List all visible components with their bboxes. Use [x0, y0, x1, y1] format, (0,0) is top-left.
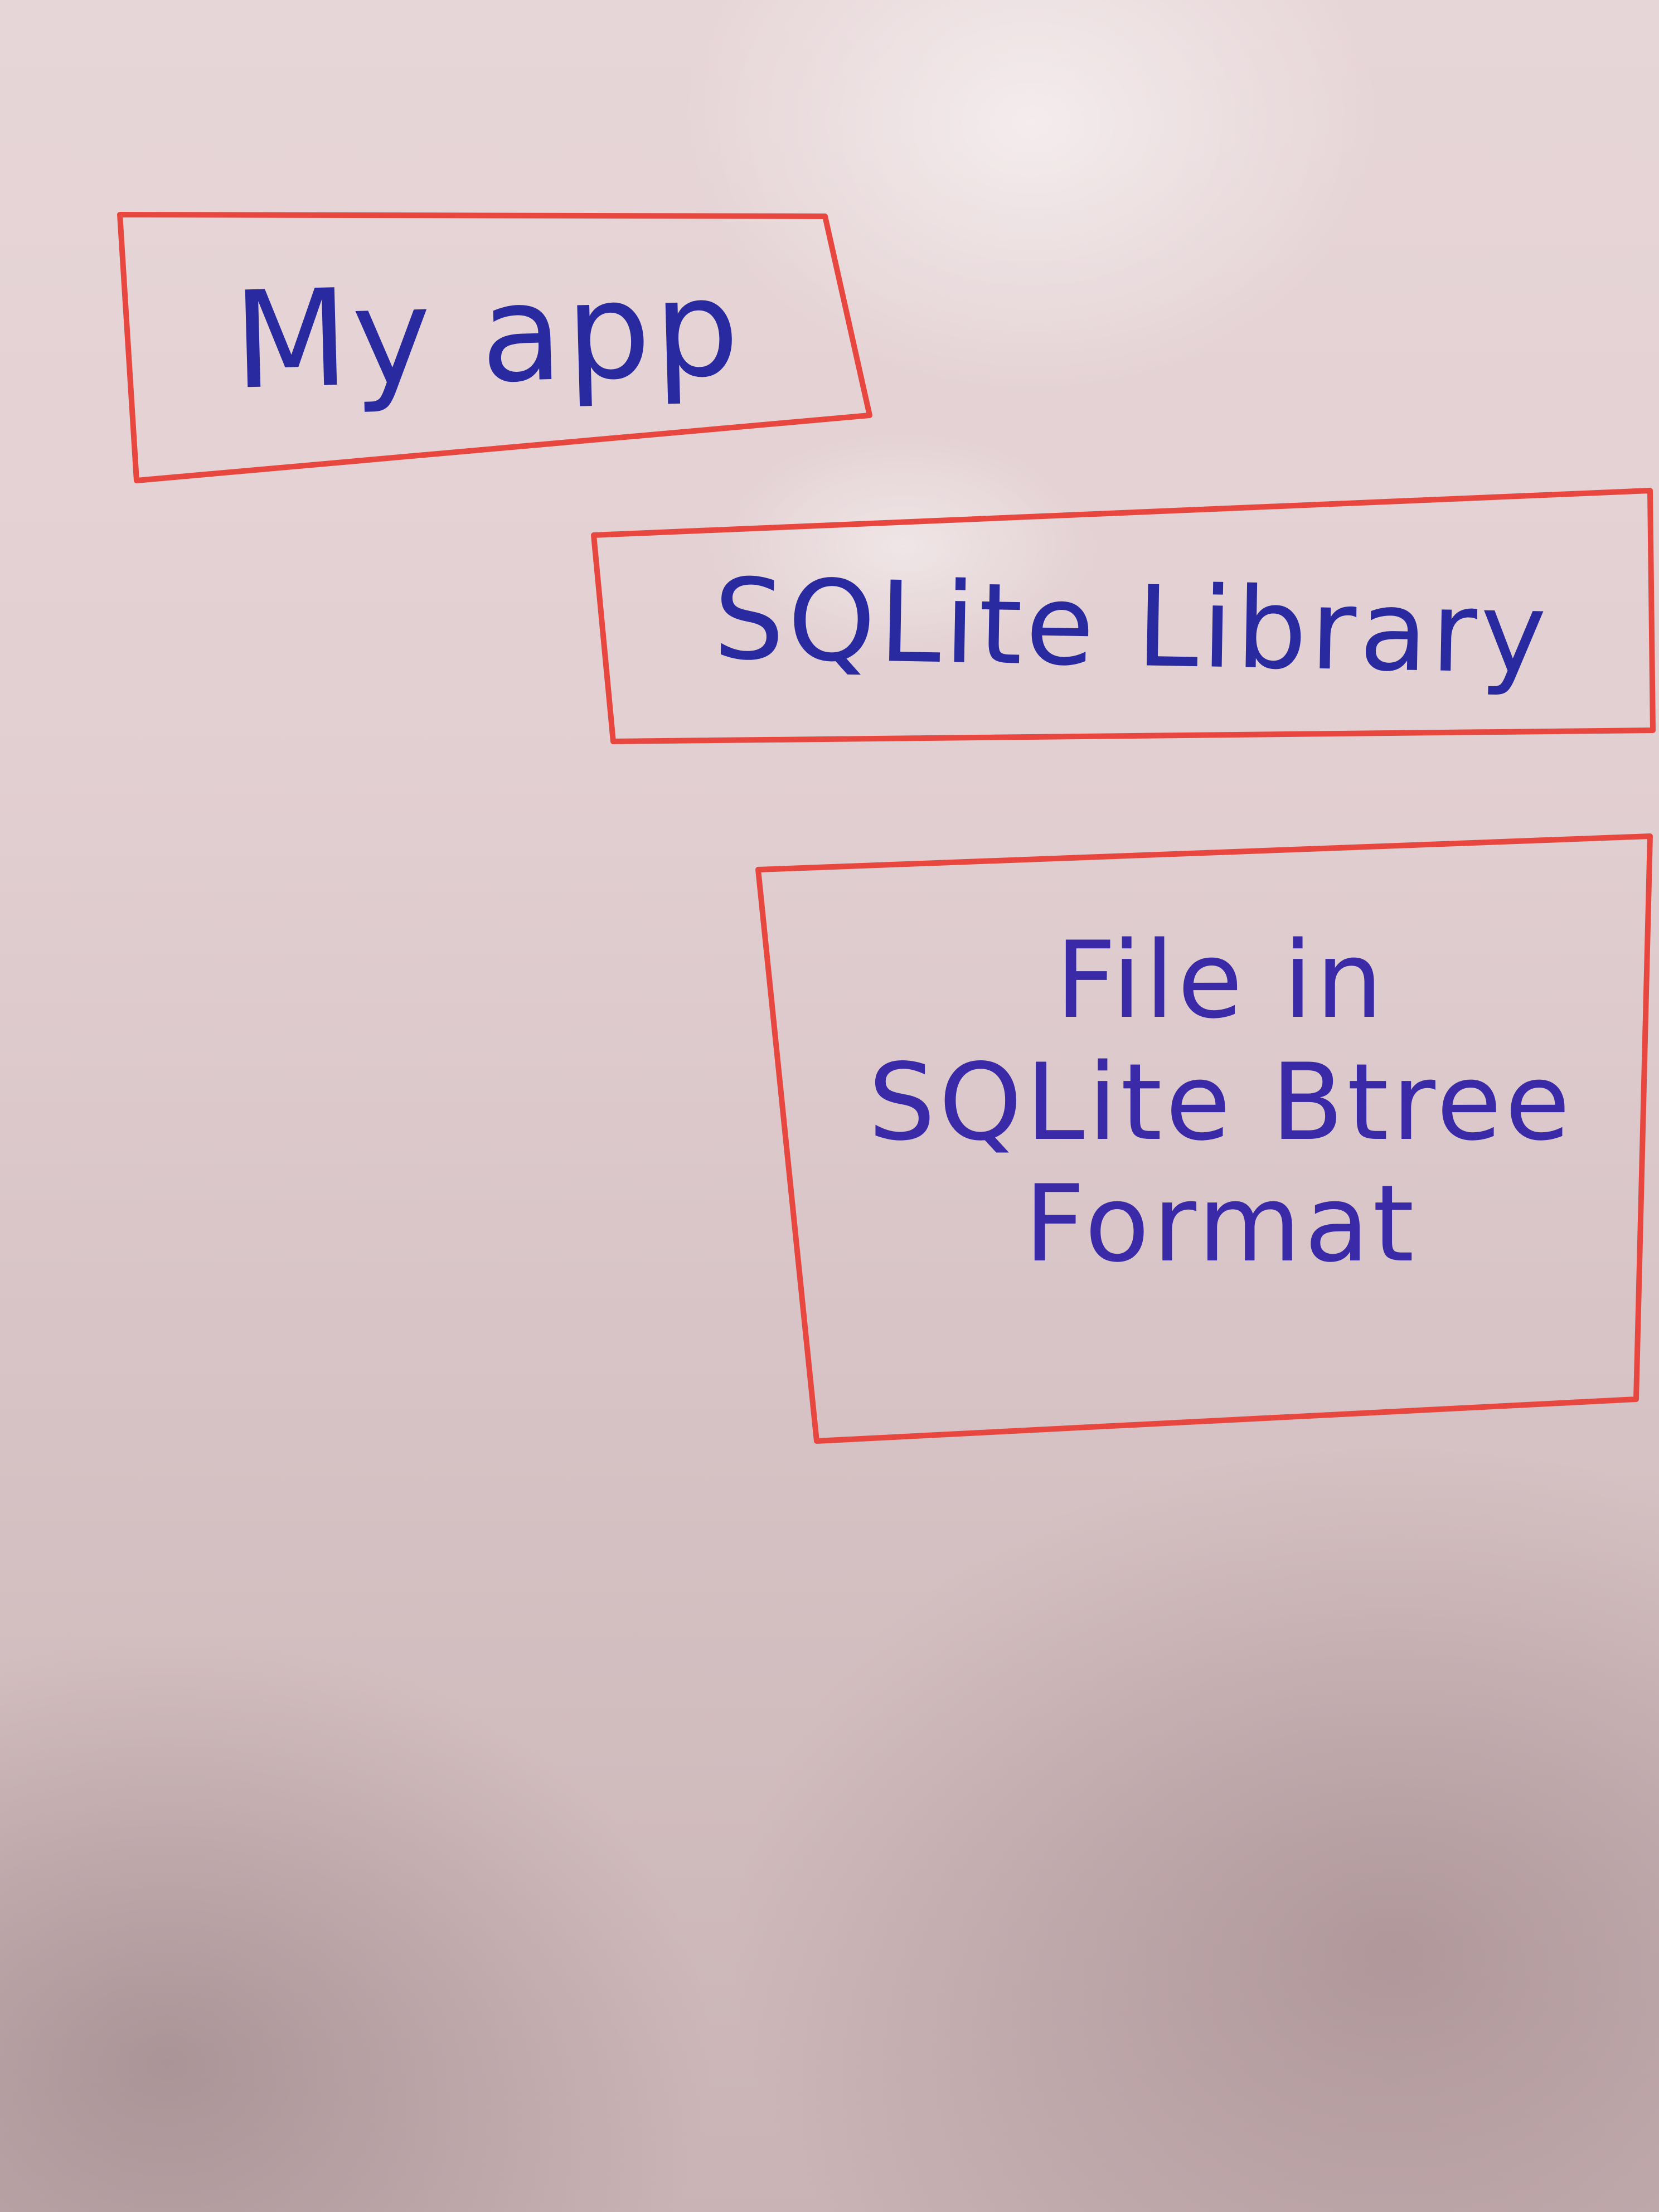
file-label-line-3: Format — [1024, 1162, 1418, 1286]
file-label-line-2: SQLite Btree — [868, 1040, 1574, 1164]
app-label: My app — [137, 242, 838, 428]
library-label: SQLite Library — [629, 549, 1634, 705]
file-box — [755, 833, 1653, 1444]
library-box — [591, 488, 1656, 744]
file-label-line-1: File in — [1055, 919, 1386, 1042]
app-box — [117, 212, 872, 483]
library-label-line: SQLite Library — [712, 554, 1551, 700]
file-label: File in SQLite Btree Format — [803, 919, 1639, 1286]
app-label-line: My app — [231, 250, 745, 419]
